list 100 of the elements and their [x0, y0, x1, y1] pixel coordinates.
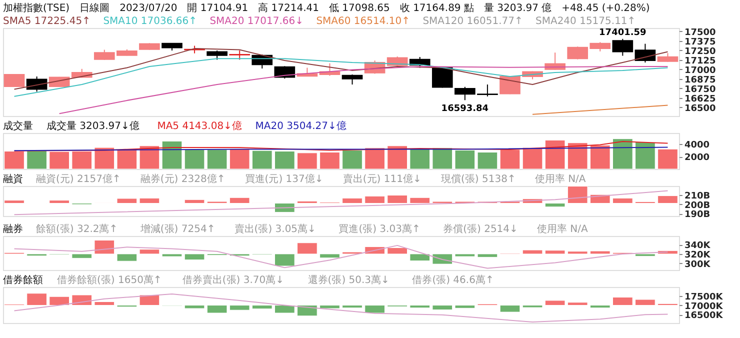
bar	[320, 305, 340, 309]
y-tick-label: 320K	[684, 250, 712, 260]
bar	[432, 305, 453, 310]
bar	[26, 150, 47, 170]
bar	[297, 152, 318, 170]
line-series	[14, 190, 668, 216]
bar	[72, 150, 92, 170]
bar	[274, 305, 295, 314]
line-series	[14, 58, 668, 97]
bar	[544, 140, 566, 170]
bar	[297, 200, 318, 204]
bar	[184, 254, 205, 260]
bar	[274, 150, 295, 170]
text: 買進(張) 3.03萬↑	[338, 223, 420, 235]
bar	[387, 248, 408, 254]
text: 使用率 N/A	[537, 223, 588, 235]
bar	[590, 305, 610, 308]
bar	[567, 251, 588, 254]
bar	[364, 196, 385, 204]
bar	[410, 148, 430, 170]
y-tick-label: 300K	[684, 260, 712, 270]
series-label: 成交量 3203.97↓億	[46, 120, 140, 132]
bar	[477, 254, 498, 258]
text: SMA120 16051.77↑	[422, 16, 523, 27]
bar	[454, 150, 476, 170]
y-tick-label: 190B	[684, 210, 710, 220]
candlestick	[612, 38, 634, 56]
bar	[454, 305, 476, 308]
y-tick-label: 17375	[684, 37, 716, 48]
candlestick	[342, 74, 363, 86]
bar	[364, 148, 385, 170]
text: 增減(張) 7254↑	[139, 223, 216, 235]
bar	[477, 152, 498, 170]
bar	[500, 305, 520, 312]
bar	[544, 203, 566, 208]
candlestick	[206, 50, 228, 60]
bar	[49, 151, 70, 170]
bar	[184, 149, 205, 170]
text: 借券賣出(張) 3.70萬↓	[182, 274, 284, 286]
bar	[162, 140, 182, 170]
y-tick-label: 4000	[684, 140, 710, 151]
y-tick-label: 16625	[684, 94, 716, 104]
text: 買進(元) 137億↓	[244, 173, 324, 185]
bar	[410, 254, 430, 262]
y-tick-label: 17125	[684, 56, 716, 66]
bar	[658, 196, 678, 204]
candlestick	[229, 50, 250, 60]
bar	[94, 240, 115, 254]
text: SMA20 17017.66↓	[210, 16, 304, 27]
line-series	[14, 48, 668, 90]
candlestick	[274, 66, 296, 80]
text: 還券(張) 50.3萬↓	[308, 274, 390, 286]
bar	[612, 296, 633, 306]
bar	[410, 197, 430, 204]
bar	[162, 254, 182, 257]
bar	[342, 150, 362, 170]
bar	[387, 146, 408, 170]
candlestick	[26, 76, 48, 92]
bar	[567, 186, 588, 204]
chart-title: 融資	[3, 173, 23, 185]
bar	[590, 250, 610, 254]
bar	[274, 254, 295, 266]
y-tick-label: 16875	[684, 75, 716, 86]
bar	[432, 148, 453, 170]
bar	[206, 149, 228, 170]
bar	[567, 302, 588, 306]
annotation: 16593.84	[441, 104, 489, 114]
bar	[139, 294, 160, 306]
bar	[252, 305, 272, 310]
annotation: 17401.59	[599, 28, 646, 38]
bar	[454, 254, 476, 257]
text: 賣出(元) 111億↓	[342, 173, 422, 185]
text: 使用率 N/A	[534, 173, 586, 185]
bar	[184, 199, 205, 204]
series-label: MA20 3504.27↓億	[255, 120, 346, 132]
y-tick-label: 17500K	[684, 292, 724, 302]
bar	[49, 200, 70, 204]
text: 借券餘額(張) 1650萬↑	[57, 274, 162, 286]
y-tick-label: 200B	[684, 200, 710, 211]
text: 賣出(張) 3.05萬↓	[234, 223, 316, 235]
y-tick-label: 210B	[684, 192, 710, 202]
bar	[590, 144, 610, 170]
chart-title: 成交量	[3, 120, 33, 132]
bar	[635, 254, 656, 256]
bar	[229, 197, 250, 204]
text: SMA240 15175.11↑	[536, 16, 636, 27]
text: 現償(張) 5138↑	[441, 173, 516, 185]
bar	[364, 305, 385, 314]
y-tick-label: 340K	[684, 241, 712, 251]
line-series	[58, 66, 668, 114]
bar	[116, 254, 138, 262]
bar	[387, 194, 408, 204]
y-tick-label: 16750	[684, 84, 716, 95]
bar	[252, 150, 272, 170]
bar	[4, 150, 24, 170]
text: SMA60 16514.10↑	[316, 16, 410, 27]
bar	[544, 300, 566, 306]
bar	[567, 142, 588, 170]
y-tick-label: 17000K	[684, 302, 724, 312]
candlestick	[4, 74, 25, 87]
